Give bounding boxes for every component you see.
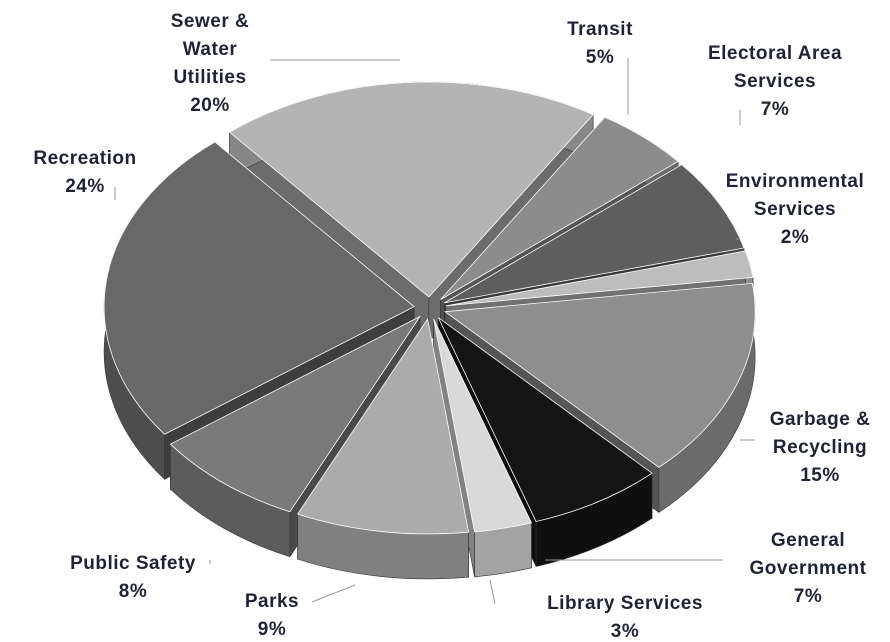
- data-label: Sewer & Water Utilities 20%: [150, 8, 270, 120]
- label-value: 8%: [118, 581, 148, 602]
- slice: [228, 81, 594, 298]
- label-name: Garbage & Recycling: [769, 409, 871, 458]
- data-label: Garbage & Recycling 15%: [755, 406, 885, 490]
- label-value: 20%: [190, 95, 230, 116]
- label-value: 7%: [793, 586, 823, 607]
- slice: [296, 317, 470, 580]
- label-name: Library Services: [547, 593, 703, 614]
- data-label: Public Safety 8%: [33, 550, 233, 606]
- label-name: Recreation: [33, 148, 137, 169]
- slice: [296, 317, 470, 535]
- label-value: 7%: [760, 99, 790, 120]
- label-value: 3%: [610, 621, 640, 642]
- label-value: 5%: [585, 47, 615, 68]
- label-name: Environmental Services: [725, 171, 865, 220]
- label-value: 24%: [65, 176, 105, 197]
- data-label: Transit 5%: [555, 16, 645, 72]
- label-name: Transit: [567, 19, 633, 40]
- data-label: Parks 9%: [232, 588, 312, 642]
- slice: [437, 317, 653, 522]
- leader-line: [311, 584, 356, 603]
- label-value: 15%: [800, 465, 840, 486]
- label-value: 9%: [257, 619, 287, 640]
- leader-line: [489, 579, 496, 605]
- slice: [433, 318, 533, 533]
- data-label: Environmental Services 2%: [700, 168, 890, 252]
- data-label: Library Services 3%: [495, 590, 755, 642]
- label-name: Electoral Area Services: [707, 43, 843, 92]
- label-name: Parks: [244, 591, 300, 612]
- label-name: Public Safety: [70, 553, 196, 574]
- slice: [443, 282, 756, 468]
- label-value: 2%: [780, 227, 810, 248]
- slice: [440, 116, 679, 300]
- data-label: General Government 7%: [723, 527, 890, 611]
- slice: [169, 315, 422, 513]
- label-name: General Government: [749, 530, 867, 579]
- data-label: Electoral Area Services 7%: [675, 40, 875, 124]
- data-label: Recreation 24%: [0, 145, 175, 201]
- slice: [103, 141, 415, 435]
- label-name: Sewer & Water Utilities: [170, 11, 250, 88]
- slice: [444, 164, 745, 304]
- slice: [445, 250, 754, 307]
